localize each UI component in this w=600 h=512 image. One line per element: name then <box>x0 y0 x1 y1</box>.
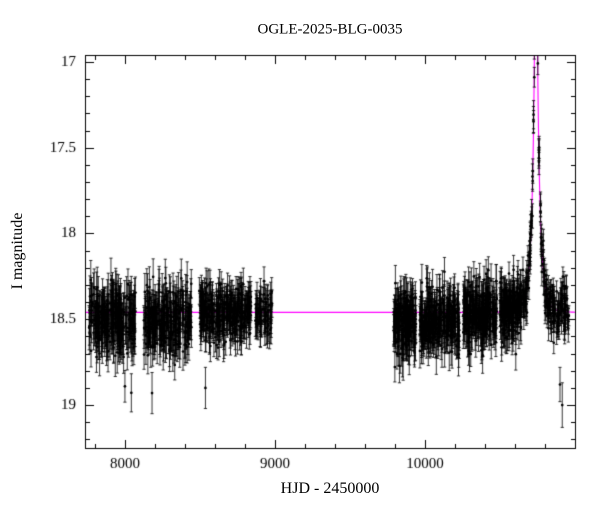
y-axis-label: I magnitude <box>9 212 26 290</box>
chart-title: OGLE-2025-BLG-0035 <box>257 21 403 38</box>
x-axis-label: HJD - 2450000 <box>280 480 380 497</box>
